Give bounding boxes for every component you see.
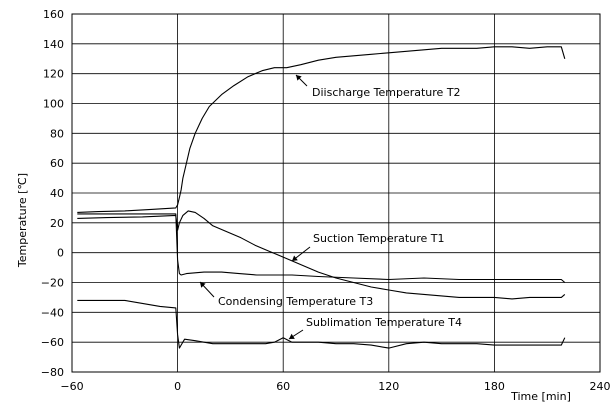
y-tick-label: 40 xyxy=(50,187,64,200)
series-line-1 xyxy=(77,46,566,213)
x-tick-label: 0 xyxy=(174,380,181,393)
series-line-2 xyxy=(77,210,566,300)
series-line-4 xyxy=(77,299,566,349)
annotation-arrowhead xyxy=(200,282,206,288)
series-lines xyxy=(77,46,566,349)
y-tick-label: 80 xyxy=(50,127,64,140)
plot-frame xyxy=(71,13,601,373)
y-tick-label: −60 xyxy=(41,336,64,349)
annotation-label: Sublimation Temperature T4 xyxy=(306,316,462,329)
plot-border xyxy=(71,13,601,373)
x-tick-label: 240 xyxy=(590,380,611,393)
series-line-3 xyxy=(77,213,566,283)
annotation-arrowhead xyxy=(289,333,295,339)
y-tick-label: −20 xyxy=(41,277,64,290)
annotations: Diischarge Temperature T2 Suction Tempera… xyxy=(199,74,462,340)
y-tick-label: 100 xyxy=(43,98,64,111)
y-tick-label: 160 xyxy=(43,8,64,21)
y-tick-label: 0 xyxy=(57,247,64,260)
x-tick-label: 60 xyxy=(276,380,290,393)
x-tick-label: 180 xyxy=(484,380,505,393)
y-tick-label: 140 xyxy=(43,38,64,51)
annotation-arrowhead xyxy=(292,255,298,261)
x-tick-label: 120 xyxy=(378,380,399,393)
y-tick-label: −40 xyxy=(41,306,64,319)
annotation-label: Suction Temperature T1 xyxy=(313,232,444,245)
y-axis-label: Temperature [℃] xyxy=(16,173,29,268)
y-tick-label: 60 xyxy=(50,157,64,170)
annotation-label: Diischarge Temperature T2 xyxy=(312,86,461,99)
annotation-label: Condensing Temperature T3 xyxy=(218,295,373,308)
annotation-arrowhead xyxy=(296,75,302,81)
y-tick-label: 120 xyxy=(43,68,64,81)
y-tick-label: −80 xyxy=(41,366,64,379)
y-tick-label: 20 xyxy=(50,217,64,230)
x-axis-label: Time [min] xyxy=(510,390,571,403)
x-tick-label: −60 xyxy=(60,380,83,393)
